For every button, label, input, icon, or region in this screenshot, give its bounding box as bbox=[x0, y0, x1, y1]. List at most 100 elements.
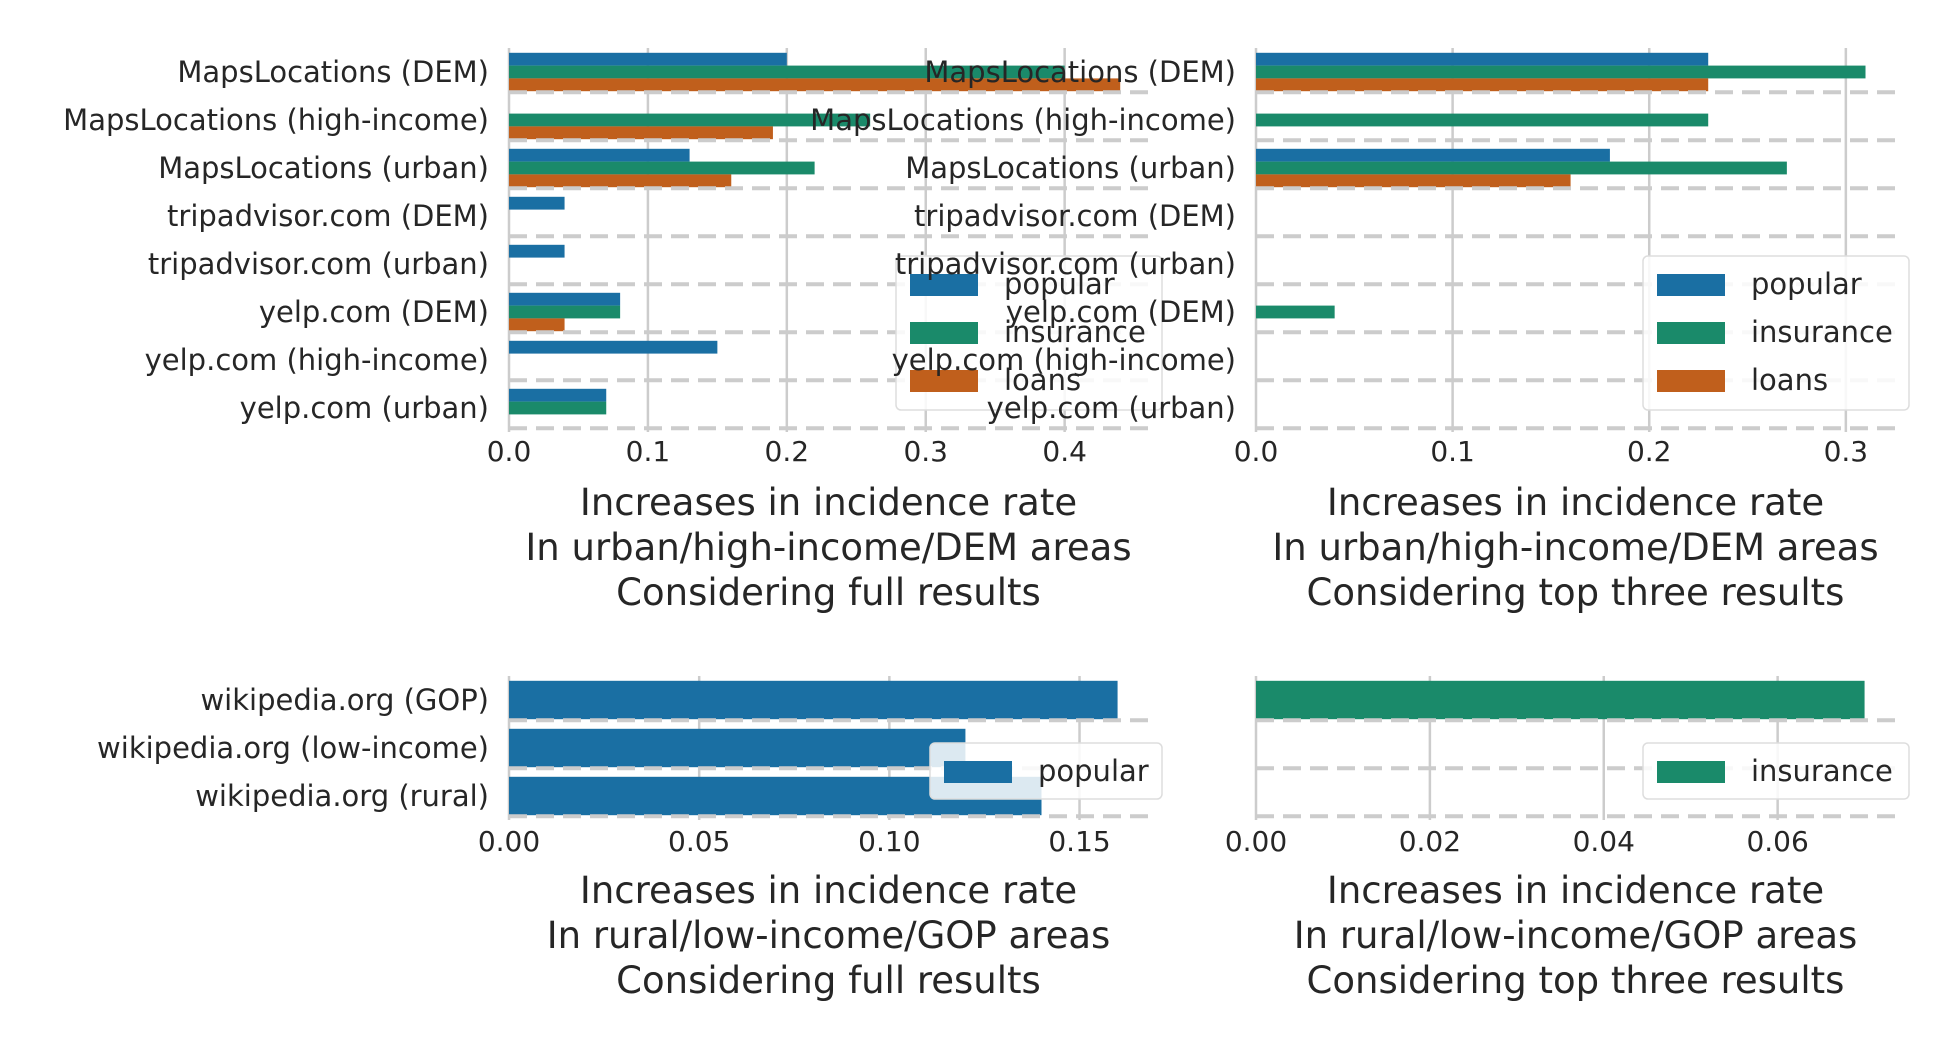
legend-frame bbox=[929, 742, 1163, 800]
legend: popular insurance loans bbox=[895, 255, 1163, 411]
bar-popular bbox=[509, 340, 718, 354]
x-axis-label: In urban/high-income/DEM areas bbox=[1272, 526, 1878, 569]
x-tick-label: 0.05 bbox=[668, 825, 730, 858]
y-tick-label: wikipedia.org (rural) bbox=[195, 779, 489, 813]
chart-panel-2: MapsLocations (DEM) MapsLocations (high-i… bbox=[810, 48, 1910, 614]
bar-insurance bbox=[509, 113, 871, 127]
legend: popular insurance loans bbox=[1642, 255, 1910, 411]
x-axis-label: Increases in incidence rate bbox=[580, 481, 1077, 524]
y-tick-label: tripadvisor.com (DEM) bbox=[914, 199, 1236, 233]
bar-popular bbox=[1256, 148, 1610, 162]
bar-popular bbox=[509, 52, 787, 66]
x-tick-label: 0.2 bbox=[1627, 435, 1672, 468]
bar-insurance bbox=[509, 401, 607, 415]
y-tick-label: MapsLocations (urban) bbox=[905, 151, 1236, 185]
legend-label-insurance: insurance bbox=[1751, 754, 1893, 788]
legend-label-insurance: insurance bbox=[1004, 315, 1146, 349]
bar-insurance bbox=[1256, 305, 1335, 319]
legend-swatch-insurance bbox=[1657, 322, 1725, 344]
bar-popular bbox=[509, 292, 621, 306]
y-tick-label: MapsLocations (DEM) bbox=[177, 55, 489, 89]
x-tick-label: 0.00 bbox=[478, 825, 540, 858]
legend-swatch-popular bbox=[1657, 274, 1725, 296]
x-tick-label: 0.1 bbox=[626, 435, 671, 468]
y-tick-label: yelp.com (urban) bbox=[987, 391, 1236, 425]
x-axis-label: Considering top three results bbox=[1307, 959, 1845, 1002]
bar-loans bbox=[509, 318, 565, 332]
bar-popular bbox=[509, 388, 607, 402]
legend-label-popular: popular bbox=[1751, 267, 1862, 301]
y-tick-label: MapsLocations (high-income) bbox=[63, 103, 489, 137]
y-tick-label: yelp.com (urban) bbox=[240, 391, 489, 425]
bar-insurance bbox=[1256, 680, 1865, 720]
x-tick-label: 0.10 bbox=[858, 825, 920, 858]
bar-insurance bbox=[1256, 161, 1787, 175]
bar-loans bbox=[509, 78, 1121, 92]
bar-loans bbox=[509, 174, 732, 188]
x-axis-label: In rural/low-income/GOP areas bbox=[547, 914, 1111, 957]
x-tick-label: 0.0 bbox=[487, 435, 532, 468]
y-tick-label: tripadvisor.com (urban) bbox=[895, 247, 1236, 281]
legend-label-loans: loans bbox=[1751, 363, 1828, 397]
bar-insurance bbox=[509, 65, 1065, 79]
x-tick-label: 0.06 bbox=[1746, 825, 1808, 858]
x-axis-label: Considering full results bbox=[616, 959, 1041, 1002]
legend: popular bbox=[929, 742, 1163, 800]
bar-insurance bbox=[1256, 65, 1866, 79]
y-tick-label: MapsLocations (urban) bbox=[158, 151, 489, 185]
y-tick-label: MapsLocations (high-income) bbox=[810, 103, 1236, 137]
x-tick-label: 0.0 bbox=[1234, 435, 1279, 468]
legend-label-loans: loans bbox=[1004, 363, 1081, 397]
chart-panel-3: wikipedia.org (GOP) wikipedia.org (low-in… bbox=[97, 676, 1163, 1002]
y-tick-label: tripadvisor.com (urban) bbox=[148, 247, 489, 281]
legend-swatch-popular bbox=[944, 761, 1012, 783]
legend-swatch-insurance bbox=[1657, 761, 1725, 783]
x-axis-label: Increases in incidence rate bbox=[1327, 869, 1824, 912]
chart-panel-1: MapsLocations (DEM) MapsLocations (high-i… bbox=[63, 48, 1163, 614]
y-tick-label: wikipedia.org (GOP) bbox=[200, 683, 489, 717]
y-tick-label: tripadvisor.com (DEM) bbox=[167, 199, 489, 233]
bar-insurance bbox=[509, 161, 815, 175]
x-tick-label: 0.04 bbox=[1573, 825, 1635, 858]
y-tick-label: yelp.com (high-income) bbox=[145, 343, 489, 377]
legend-label-popular: popular bbox=[1004, 267, 1115, 301]
y-tick-label: wikipedia.org (low-income) bbox=[97, 731, 489, 765]
legend-swatch-insurance bbox=[910, 322, 978, 344]
legend-swatch-loans bbox=[1657, 370, 1725, 392]
legend-label-insurance: insurance bbox=[1751, 315, 1893, 349]
bar-popular bbox=[1256, 52, 1709, 66]
bar-loans bbox=[509, 126, 773, 140]
legend-label-popular: popular bbox=[1038, 754, 1149, 788]
y-tick-label: yelp.com (DEM) bbox=[259, 295, 489, 329]
x-tick-label: 0.3 bbox=[903, 435, 948, 468]
x-tick-label: 0.4 bbox=[1042, 435, 1087, 468]
x-axis-label: Considering top three results bbox=[1307, 571, 1845, 614]
x-tick-label: 0.3 bbox=[1824, 435, 1869, 468]
x-tick-label: 0.00 bbox=[1225, 825, 1287, 858]
chart-panel-4: 0.00 0.02 0.04 0.06 Increases in incidence r… bbox=[1225, 676, 1910, 1002]
bar-loans bbox=[1256, 78, 1709, 92]
x-tick-label: 0.15 bbox=[1048, 825, 1110, 858]
bar-insurance bbox=[509, 305, 621, 319]
x-tick-label: 0.1 bbox=[1430, 435, 1475, 468]
x-axis-label: Increases in incidence rate bbox=[580, 869, 1077, 912]
bar-popular bbox=[509, 244, 565, 258]
bar-popular bbox=[509, 680, 1118, 720]
y-tick-label: MapsLocations (DEM) bbox=[924, 55, 1236, 89]
x-axis-label: In rural/low-income/GOP areas bbox=[1294, 914, 1858, 957]
x-tick-label: 0.2 bbox=[765, 435, 810, 468]
bar-popular bbox=[509, 148, 690, 162]
x-axis-label: In urban/high-income/DEM areas bbox=[525, 526, 1131, 569]
bar-loans bbox=[1256, 174, 1571, 188]
bar-insurance bbox=[1256, 113, 1709, 127]
legend-swatch-loans bbox=[910, 370, 978, 392]
x-axis-label: Increases in incidence rate bbox=[1327, 481, 1824, 524]
x-tick-label: 0.02 bbox=[1399, 825, 1461, 858]
legend: insurance bbox=[1642, 742, 1910, 800]
y-tick-label: yelp.com (high-income) bbox=[892, 343, 1236, 377]
bar-popular bbox=[509, 728, 966, 768]
y-tick-label: yelp.com (DEM) bbox=[1006, 295, 1236, 329]
legend-swatch-popular bbox=[910, 274, 978, 296]
x-axis-label: Considering full results bbox=[616, 571, 1041, 614]
